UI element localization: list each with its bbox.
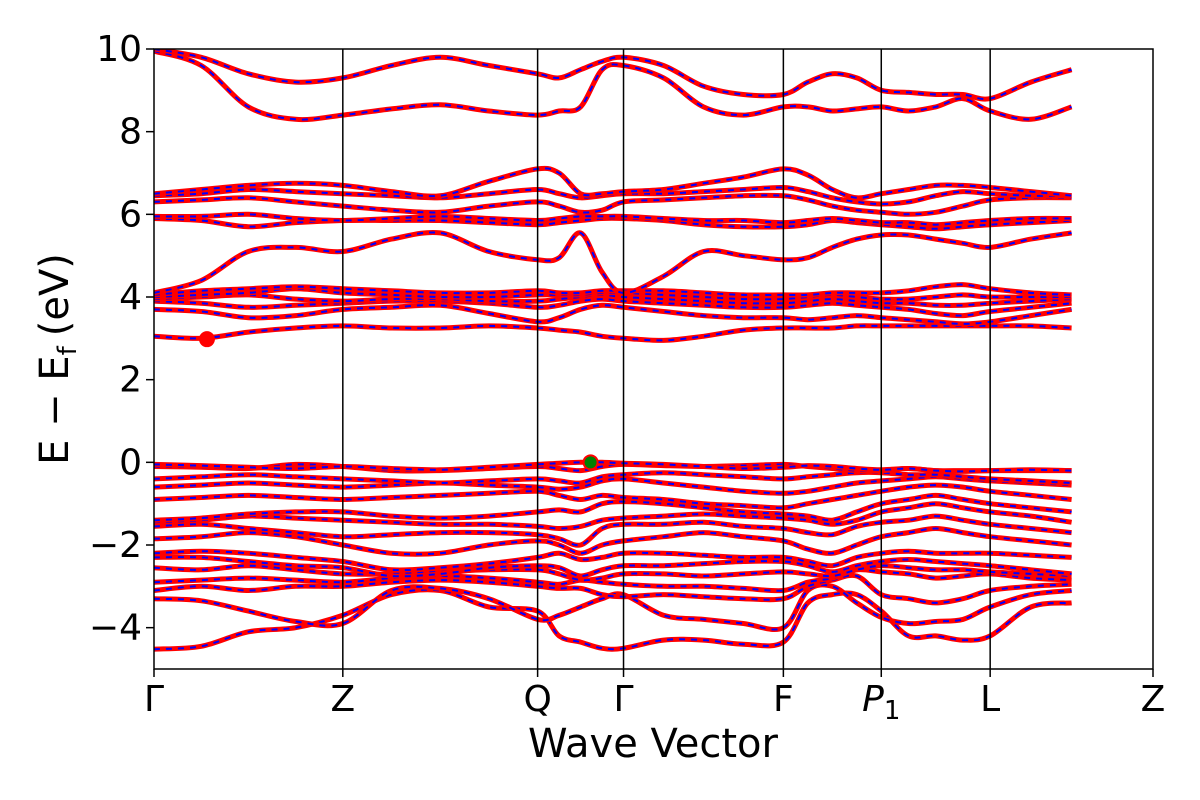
x-axis-title: Wave Vector <box>528 721 779 767</box>
bands-layer <box>154 49 1073 652</box>
band-v10 <box>154 501 1072 531</box>
y-tick-label: 4 <box>119 277 142 318</box>
y-tick-label: 10 <box>96 29 142 70</box>
band-line-dashed <box>154 494 1072 522</box>
band-line-dashed <box>154 49 1072 101</box>
band-line-dashed <box>154 588 1072 651</box>
band-v1 <box>154 587 1072 652</box>
band-line-solid <box>154 323 1072 343</box>
y-tick-label: 8 <box>119 112 142 153</box>
kpoint-lines <box>342 49 991 669</box>
x-tick-label: F <box>773 679 794 720</box>
x-tick-label: Z <box>1141 679 1166 720</box>
band-c5 <box>154 286 1072 302</box>
band-v11 <box>154 492 1072 523</box>
band-line-dashed <box>154 550 1072 572</box>
band-line-dashed <box>154 461 1072 473</box>
x-tick-label: L <box>980 679 1000 720</box>
band-v7 <box>154 548 1072 573</box>
band-line-dashed <box>154 527 1072 556</box>
y-tick-label: 6 <box>119 194 142 235</box>
band-c13 <box>154 49 1073 123</box>
band-line-solid <box>154 282 1072 298</box>
band-line-solid <box>154 582 1072 633</box>
band-line-dashed <box>154 167 1072 199</box>
band-v4 <box>154 567 1072 594</box>
markers-layer <box>198 331 599 471</box>
x-tick-label: P1 <box>862 679 900 726</box>
y-axis-title-main: E − E <box>32 355 78 465</box>
band-c4 <box>154 292 1072 309</box>
band-c12 <box>154 165 1072 201</box>
x-tick-label: Z <box>330 679 355 720</box>
band-line-solid <box>154 49 1073 123</box>
band-vtop <box>154 459 1072 474</box>
band-c1 <box>154 323 1072 343</box>
y-axis-ticks: −4 −2 0 2 4 6 8 10 <box>89 29 154 649</box>
cbm-marker <box>198 331 215 348</box>
band-c2 <box>154 302 1072 327</box>
band-line-dashed <box>154 50 1072 121</box>
band-line-solid <box>154 563 1072 583</box>
band-c7 <box>154 229 1072 296</box>
vbm-marker <box>582 454 599 471</box>
y-tick-label: 0 <box>119 442 142 483</box>
band-c11 <box>154 184 1072 207</box>
band-line-solid <box>154 482 1072 511</box>
band-line-solid <box>154 302 1072 327</box>
band-v3 <box>154 572 1072 606</box>
y-tick-label: −2 <box>89 525 142 566</box>
band-line-solid <box>154 469 1072 486</box>
band-c14 <box>154 49 1073 102</box>
y-tick-label: −4 <box>89 608 142 649</box>
band-line-dashed <box>154 194 1072 216</box>
y-axis-title-unit: (eV) <box>32 253 78 336</box>
band-line-solid <box>154 286 1072 302</box>
band-v8 <box>154 526 1072 557</box>
y-axis-title-sub: f <box>53 345 83 355</box>
band-line-solid <box>154 229 1072 296</box>
band-line-dashed <box>154 556 1072 578</box>
band-v14 <box>154 469 1072 486</box>
band-line-solid <box>154 501 1072 531</box>
band-v6 <box>154 554 1072 579</box>
band-line-dashed <box>154 515 1072 547</box>
band-c10 <box>154 192 1072 217</box>
band-line-dashed <box>154 231 1072 294</box>
band-line-solid <box>154 567 1072 594</box>
y-tick-label: 2 <box>119 360 142 401</box>
band-line-solid <box>154 49 1073 102</box>
band-line-solid <box>154 211 1072 228</box>
band-v9 <box>154 513 1072 548</box>
band-line-dashed <box>154 583 1072 631</box>
band-v5 <box>154 563 1072 583</box>
band-c9 <box>154 211 1072 228</box>
x-tick-label: Q <box>523 679 551 720</box>
x-tick-label: Γ <box>613 679 633 720</box>
band-v2 <box>154 582 1072 633</box>
band-v12 <box>154 482 1072 511</box>
y-axis-title: E − Ef (eV) <box>32 253 83 465</box>
plot-frame <box>153 48 1154 670</box>
band-c6 <box>154 282 1072 298</box>
band-line-solid <box>154 572 1072 606</box>
x-axis-ticks: Γ Z Q Γ F P1 L Z <box>144 669 1165 726</box>
band-line-solid <box>154 292 1072 309</box>
x-tick-label: Γ <box>144 679 164 720</box>
band-line-solid <box>154 184 1072 207</box>
